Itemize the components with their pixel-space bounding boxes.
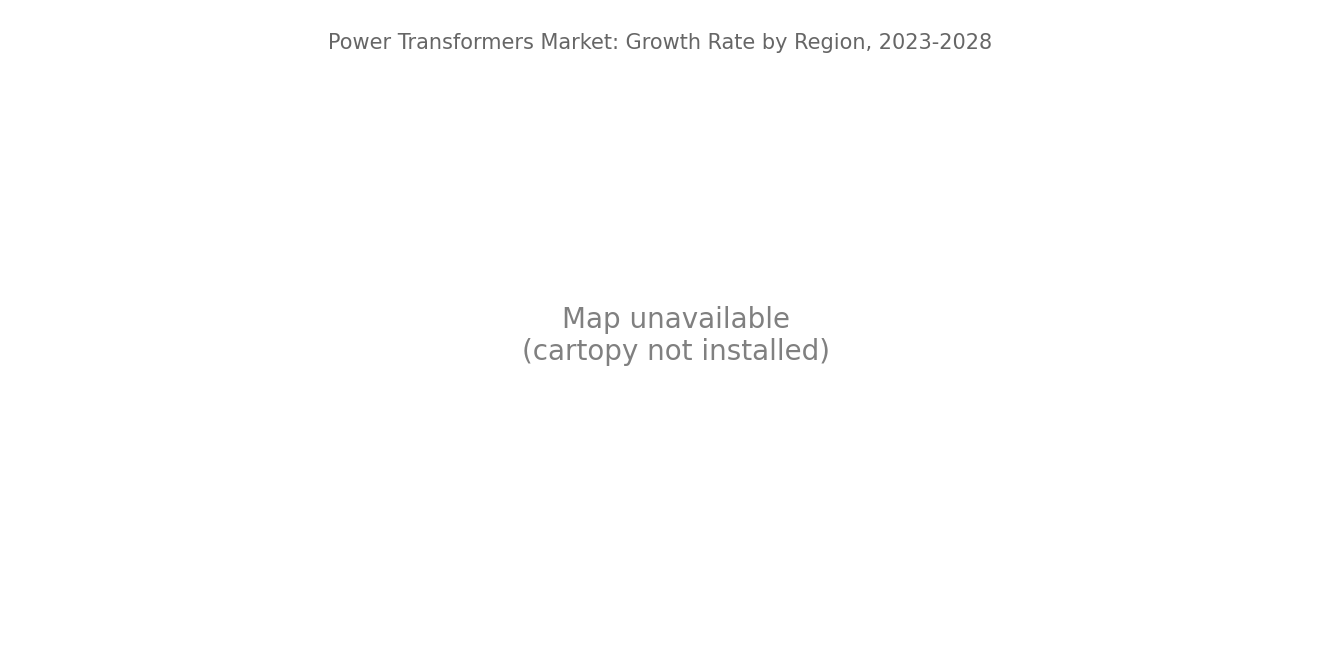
Text: Power Transformers Market: Growth Rate by Region, 2023-2028: Power Transformers Market: Growth Rate b… [327,33,993,53]
Text: Map unavailable
(cartopy not installed): Map unavailable (cartopy not installed) [523,306,830,366]
